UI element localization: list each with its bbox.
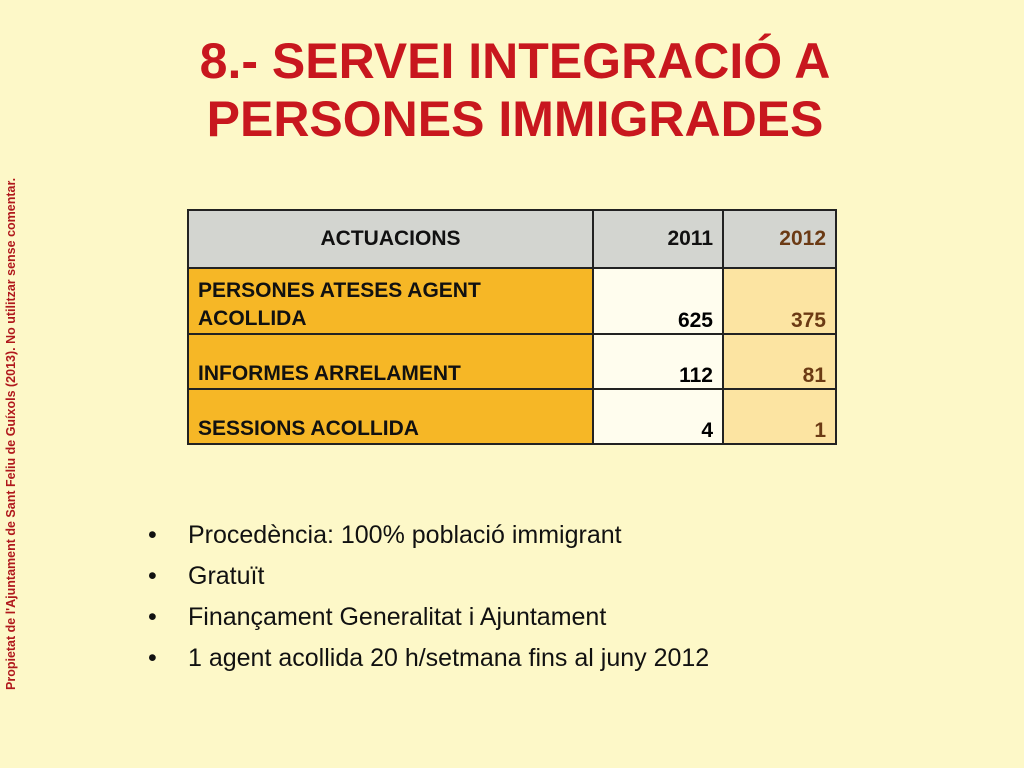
row-label-line-2: ACOLLIDA bbox=[198, 307, 307, 330]
list-item: • Gratuït bbox=[148, 556, 709, 597]
value-2011: 4 bbox=[592, 388, 724, 445]
value-2012: 375 bbox=[722, 267, 837, 335]
bullet-text: Procedència: 100% població immigrant bbox=[188, 521, 622, 549]
table-header-row: ACTUACIONS 2011 2012 bbox=[187, 209, 837, 269]
bullet-icon: • bbox=[148, 603, 157, 631]
title-line-2: PERSONES IMMIGRADES bbox=[206, 91, 824, 147]
bullet-list: • Procedència: 100% població immigrant •… bbox=[148, 515, 709, 679]
copyright-note: Propietat de l'Ajuntament de Sant Feliu … bbox=[4, 177, 18, 690]
list-item: • Procedència: 100% població immigrant bbox=[148, 515, 709, 556]
value-2011: 112 bbox=[592, 333, 724, 390]
list-item: • Finançament Generalitat i Ajuntament bbox=[148, 597, 709, 638]
header-2011: 2011 bbox=[592, 209, 724, 269]
slide-title: 8.- SERVEI INTEGRACIÓ A PERSONES IMMIGRA… bbox=[120, 32, 910, 148]
row-label-line-1: PERSONES ATESES AGENT bbox=[198, 279, 481, 302]
bullet-text: Gratuït bbox=[188, 562, 265, 590]
bullet-icon: • bbox=[148, 562, 157, 590]
bullet-text: Finançament Generalitat i Ajuntament bbox=[188, 603, 607, 631]
table-row: SESSIONS ACOLLIDA 4 1 bbox=[187, 388, 837, 445]
title-line-1: 8.- SERVEI INTEGRACIÓ A bbox=[199, 33, 831, 89]
value-2011: 625 bbox=[592, 267, 724, 335]
actions-table: ACTUACIONS 2011 2012 PERSONES ATESES AGE… bbox=[187, 209, 837, 445]
value-2012: 81 bbox=[722, 333, 837, 390]
row-label: INFORMES ARRELAMENT bbox=[187, 333, 594, 390]
row-label: SESSIONS ACOLLIDA bbox=[187, 388, 594, 445]
table-row: PERSONES ATESES AGENT ACOLLIDA 625 375 bbox=[187, 267, 837, 335]
header-actuacions: ACTUACIONS bbox=[187, 209, 594, 269]
bullet-icon: • bbox=[148, 644, 157, 672]
header-2012: 2012 bbox=[722, 209, 837, 269]
row-label: PERSONES ATESES AGENT ACOLLIDA bbox=[187, 267, 594, 335]
list-item: • 1 agent acollida 20 h/setmana fins al … bbox=[148, 638, 709, 679]
bullet-icon: • bbox=[148, 521, 157, 549]
bullet-text: 1 agent acollida 20 h/setmana fins al ju… bbox=[188, 644, 710, 672]
value-2012: 1 bbox=[722, 388, 837, 445]
table-row: INFORMES ARRELAMENT 112 81 bbox=[187, 333, 837, 390]
